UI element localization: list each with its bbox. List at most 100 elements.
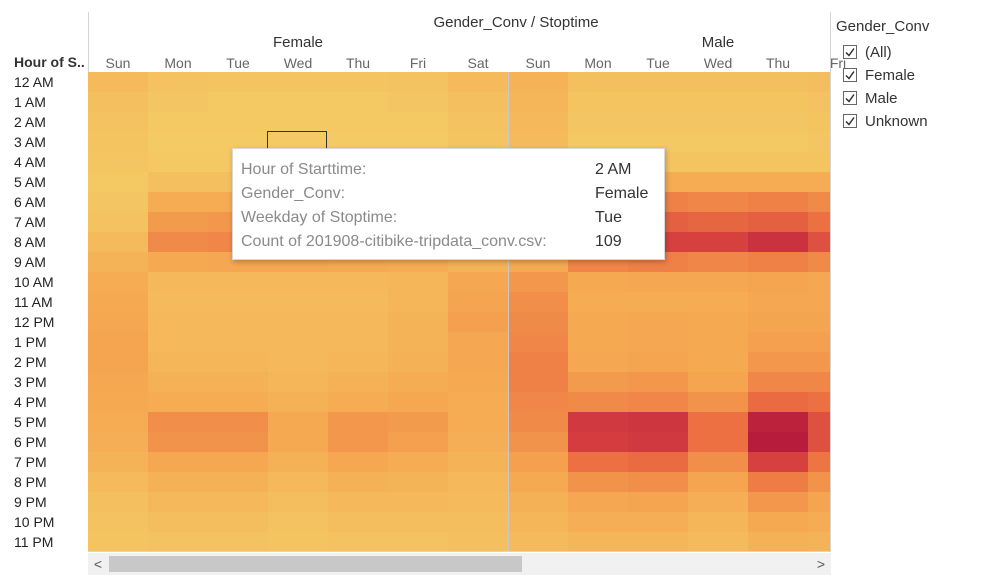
heatmap-cell[interactable] — [88, 472, 148, 492]
heatmap-cell[interactable] — [688, 312, 748, 332]
heatmap-cell[interactable] — [628, 372, 688, 392]
heatmap-cell[interactable] — [208, 332, 268, 352]
heatmap-cell[interactable] — [628, 92, 688, 112]
heatmap-cell[interactable] — [148, 152, 208, 172]
heatmap-cell[interactable] — [628, 512, 688, 532]
heatmap-cell[interactable] — [388, 432, 448, 452]
heatmap-cell[interactable] — [808, 172, 830, 192]
heatmap-cell[interactable] — [808, 292, 830, 312]
heatmap-cell[interactable] — [688, 512, 748, 532]
heatmap-cell[interactable] — [208, 412, 268, 432]
heatmap-cell[interactable] — [268, 372, 328, 392]
heatmap-cell[interactable] — [808, 312, 830, 332]
heatmap-cell[interactable] — [148, 272, 208, 292]
heatmap-cell[interactable] — [688, 492, 748, 512]
heatmap-cell[interactable] — [268, 272, 328, 292]
heatmap-cell[interactable] — [628, 492, 688, 512]
heatmap-cell[interactable] — [508, 292, 568, 312]
checkbox-female[interactable] — [843, 68, 857, 82]
heatmap-cell[interactable] — [748, 352, 808, 372]
heatmap-cell[interactable] — [328, 472, 388, 492]
heatmap-cell[interactable] — [808, 432, 830, 452]
heatmap-cell[interactable] — [448, 512, 508, 532]
heatmap-cell[interactable] — [508, 332, 568, 352]
heatmap-cell[interactable] — [268, 332, 328, 352]
heatmap-cell[interactable] — [748, 332, 808, 352]
heatmap-cell[interactable] — [688, 152, 748, 172]
heatmap-cell[interactable] — [328, 92, 388, 112]
heatmap-cell[interactable] — [328, 412, 388, 432]
scrollbar-thumb[interactable] — [109, 556, 522, 572]
heatmap-cell[interactable] — [268, 392, 328, 412]
heatmap-cell[interactable] — [208, 132, 268, 152]
heatmap-cell[interactable] — [268, 532, 328, 552]
heatmap-cell[interactable] — [388, 372, 448, 392]
heatmap-cell[interactable] — [268, 292, 328, 312]
heatmap-cell[interactable] — [328, 312, 388, 332]
heatmap-cell[interactable] — [688, 72, 748, 92]
heatmap-cell[interactable] — [88, 372, 148, 392]
heatmap-cell[interactable] — [208, 312, 268, 332]
heatmap-cell[interactable] — [688, 192, 748, 212]
heatmap-cell[interactable] — [448, 272, 508, 292]
heatmap-cell[interactable] — [148, 312, 208, 332]
heatmap-cell[interactable] — [88, 452, 148, 472]
heatmap-cell[interactable] — [448, 452, 508, 472]
heatmap-cell[interactable] — [568, 72, 628, 92]
heatmap-cell[interactable] — [808, 532, 830, 552]
heatmap-cell[interactable] — [268, 352, 328, 372]
heatmap-cell[interactable] — [568, 292, 628, 312]
heatmap-cell[interactable] — [448, 312, 508, 332]
checkbox-male[interactable] — [843, 91, 857, 105]
heatmap-cell[interactable] — [748, 212, 808, 232]
heatmap-cell[interactable] — [448, 352, 508, 372]
heatmap-cell[interactable] — [148, 292, 208, 312]
heatmap-cell[interactable] — [388, 92, 448, 112]
heatmap-cell[interactable] — [208, 532, 268, 552]
heatmap-cell[interactable] — [808, 332, 830, 352]
heatmap-cell[interactable] — [328, 332, 388, 352]
heatmap-cell[interactable] — [808, 72, 830, 92]
heatmap-cell[interactable] — [808, 112, 830, 132]
heatmap-cell[interactable] — [388, 292, 448, 312]
heatmap-cell[interactable] — [448, 392, 508, 412]
heatmap-cell[interactable] — [208, 272, 268, 292]
heatmap-cell[interactable] — [268, 92, 328, 112]
heatmap-cell[interactable] — [688, 372, 748, 392]
heatmap-cell[interactable] — [88, 232, 148, 252]
heatmap-cell[interactable] — [388, 472, 448, 492]
heatmap-cell[interactable] — [88, 312, 148, 332]
heatmap-cell[interactable] — [88, 112, 148, 132]
heatmap-cell[interactable] — [208, 292, 268, 312]
heatmap-cell[interactable] — [688, 332, 748, 352]
heatmap-cell[interactable] — [268, 412, 328, 432]
heatmap-cell[interactable] — [808, 412, 830, 432]
heatmap-cell[interactable] — [628, 132, 688, 152]
heatmap-cell[interactable] — [568, 132, 628, 152]
heatmap-cell[interactable] — [88, 492, 148, 512]
heatmap-cell[interactable] — [748, 172, 808, 192]
heatmap-cell[interactable] — [148, 352, 208, 372]
heatmap-cell[interactable] — [328, 492, 388, 512]
heatmap-cell[interactable] — [388, 492, 448, 512]
heatmap-cell[interactable] — [148, 412, 208, 432]
heatmap-cell[interactable] — [688, 232, 748, 252]
heatmap-cell[interactable] — [508, 132, 568, 152]
heatmap-cell[interactable] — [688, 472, 748, 492]
heatmap-cell[interactable] — [268, 432, 328, 452]
heatmap-cell[interactable] — [208, 512, 268, 532]
heatmap-cell[interactable] — [148, 132, 208, 152]
heatmap-cell[interactable] — [268, 112, 328, 132]
heatmap-cell[interactable] — [208, 92, 268, 112]
heatmap-cell[interactable] — [148, 72, 208, 92]
scroll-right-icon[interactable]: > — [816, 556, 826, 572]
heatmap-cell[interactable] — [808, 352, 830, 372]
heatmap-cell[interactable] — [688, 412, 748, 432]
heatmap-cell[interactable] — [808, 92, 830, 112]
heatmap-cell[interactable] — [148, 112, 208, 132]
heatmap-cell[interactable] — [508, 312, 568, 332]
heatmap-cell[interactable] — [748, 452, 808, 472]
heatmap-cell[interactable] — [628, 352, 688, 372]
heatmap-cell[interactable] — [448, 132, 508, 152]
heatmap-cell[interactable] — [88, 92, 148, 112]
